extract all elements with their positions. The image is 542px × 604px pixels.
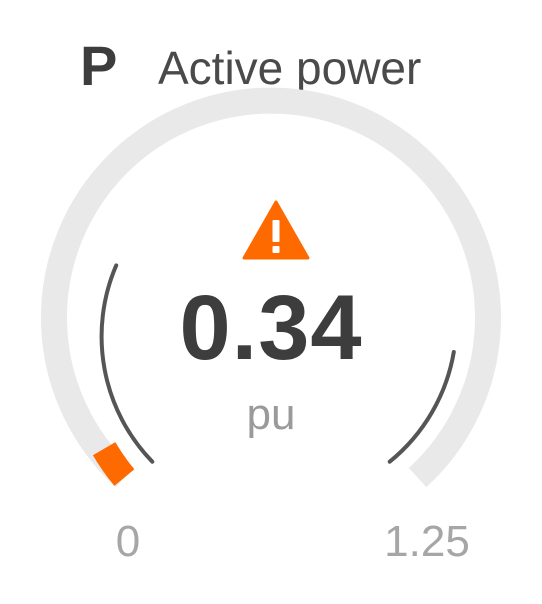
- warning-triangle-icon: [242, 200, 310, 260]
- gauge-unit: pu: [246, 390, 296, 439]
- gauge-max-label: 1.25: [384, 517, 470, 566]
- gauge-alarm-band: [92, 441, 135, 486]
- gauge-high-limit-line: [387, 350, 456, 464]
- quantity-symbol: P: [80, 34, 118, 97]
- gauge-value: 0.34: [179, 277, 363, 379]
- gauge-track: [41, 87, 501, 488]
- widget-title: Active power: [158, 42, 422, 94]
- widget-header: P Active power: [0, 30, 542, 110]
- gauge-min-label: 0: [115, 517, 141, 566]
- gauge-low-limit-line: [99, 263, 155, 464]
